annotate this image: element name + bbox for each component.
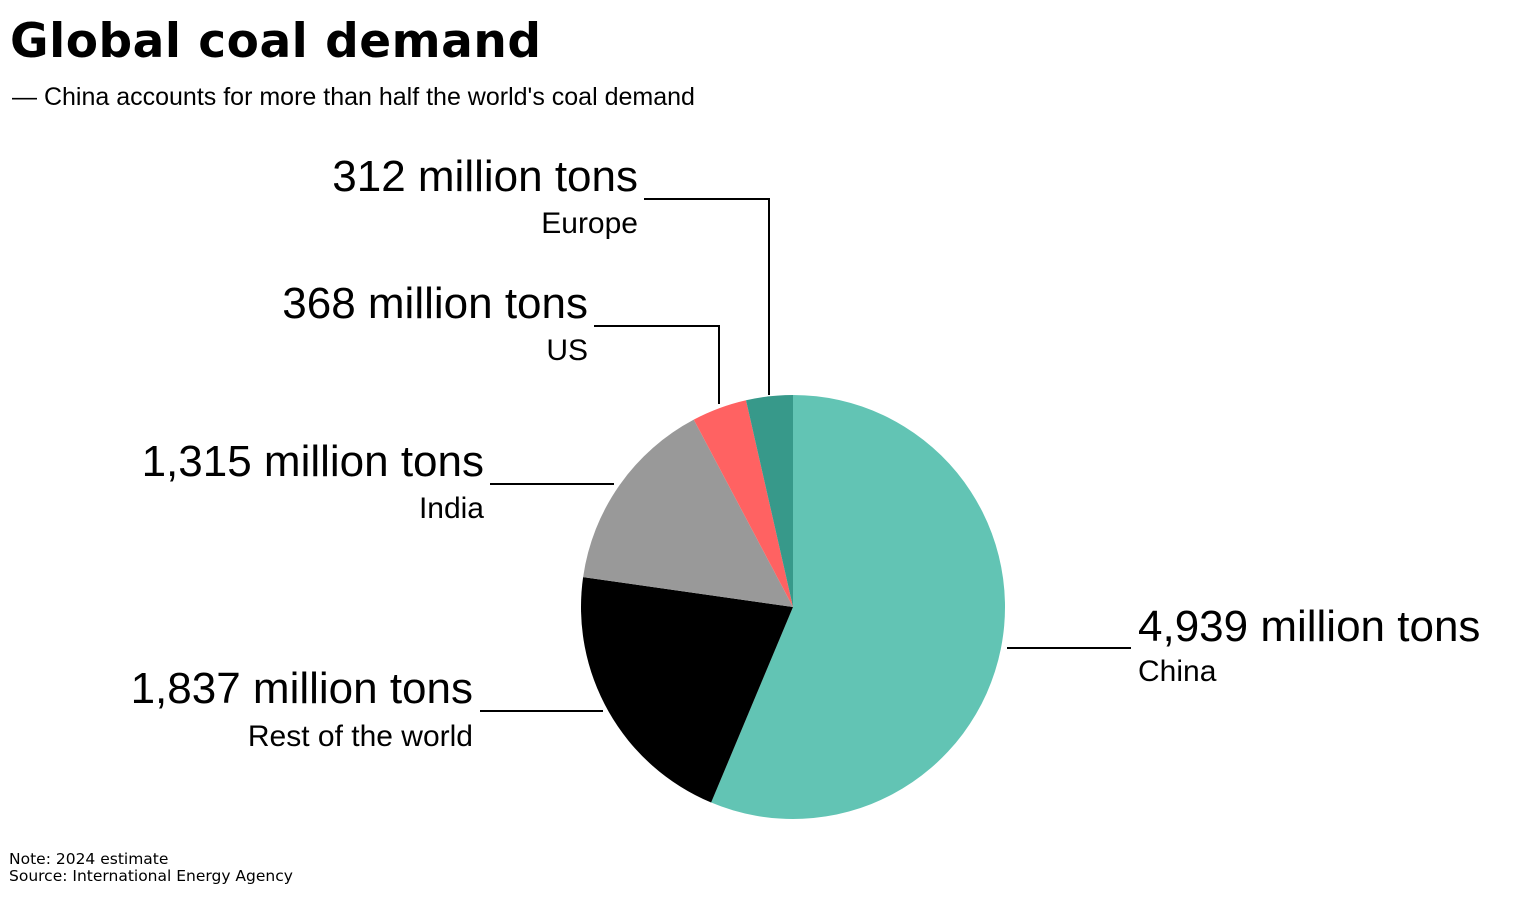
chart-title: Global coal demand: [10, 14, 542, 69]
value-label-china: 4,939 million tons: [1138, 602, 1480, 651]
category-label-us: US: [546, 334, 588, 367]
pie-slice-rest-of-the-world: [580, 577, 793, 803]
chart-note: Note: 2024 estimate: [9, 850, 169, 868]
value-label-us: 368 million tons: [282, 279, 588, 328]
chart-subtitle: — China accounts for more than half the …: [12, 83, 695, 111]
value-label-europe: 312 million tons: [332, 152, 638, 201]
pie-slice-europe: [746, 395, 793, 607]
value-label-rest-of-the-world: 1,837 million tons: [131, 664, 473, 713]
leader-line-europe: [644, 198, 770, 395]
pie-slice-us: [693, 400, 793, 607]
pie-slices: [580, 395, 1006, 819]
category-label-europe: Europe: [541, 207, 638, 240]
category-label-china: China: [1138, 655, 1217, 688]
pie-slice-india: [583, 419, 793, 607]
leader-line-us: [594, 325, 720, 404]
category-label-india: India: [419, 492, 484, 525]
chart-source: Source: International Energy Agency: [9, 867, 293, 885]
value-label-india: 1,315 million tons: [142, 437, 484, 486]
slice-labels: 4,939 million tons China 1,837 million ton…: [131, 152, 1481, 753]
pie-slice-china: [711, 395, 1006, 819]
category-label-rest-of-the-world: Rest of the world: [248, 720, 473, 753]
leader-lines: [480, 198, 1131, 712]
